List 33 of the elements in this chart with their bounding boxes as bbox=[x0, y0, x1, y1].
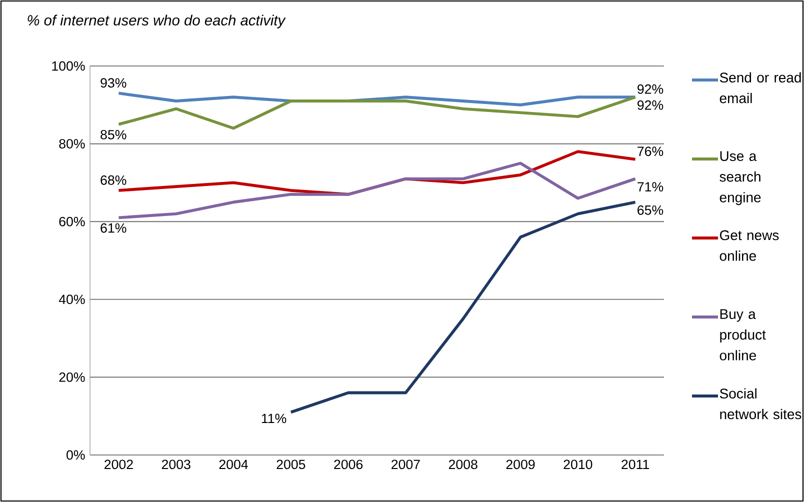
legend-label: Use a search engine bbox=[720, 151, 761, 206]
data-label: 76% bbox=[638, 146, 664, 156]
x-tick-label: 2003 bbox=[162, 460, 190, 470]
y-tick-label: 40% bbox=[58, 294, 85, 304]
y-tick-label: 100% bbox=[52, 61, 85, 71]
legend-label: Social network sites bbox=[720, 388, 802, 420]
y-tick-label: 60% bbox=[59, 216, 85, 226]
x-tick-label: 2011 bbox=[622, 460, 649, 470]
y-tick-label: 80% bbox=[59, 139, 85, 149]
data-label: 61% bbox=[100, 223, 126, 233]
legend-label: Get news online bbox=[720, 230, 779, 261]
data-label: 93% bbox=[100, 78, 126, 88]
data-label: 65% bbox=[638, 205, 664, 215]
x-tick-label: 2006 bbox=[334, 460, 363, 470]
x-tick-label: 2005 bbox=[276, 460, 306, 470]
x-tick-label: 2004 bbox=[219, 460, 248, 470]
legend-label: Send or read email bbox=[720, 72, 801, 104]
x-tick-label: 2008 bbox=[448, 460, 478, 470]
x-tick-label: 2010 bbox=[564, 460, 592, 470]
chart-title: % of internet users who do each activity bbox=[28, 14, 286, 28]
data-label: 11% bbox=[262, 414, 286, 424]
data-label: 68% bbox=[100, 175, 126, 185]
data-label: 85% bbox=[100, 130, 126, 140]
data-label: 92% bbox=[638, 84, 664, 94]
y-tick-label: 0% bbox=[66, 450, 85, 460]
x-tick-label: 2007 bbox=[392, 460, 420, 470]
x-tick-label: 2002 bbox=[104, 460, 133, 470]
data-label: 92% bbox=[638, 100, 664, 110]
line-series bbox=[289, 200, 637, 414]
data-label: 71% bbox=[638, 182, 664, 192]
x-tick-label: 2009 bbox=[506, 460, 535, 470]
y-tick-label: 20% bbox=[59, 372, 85, 382]
legend-label: Buy a product online bbox=[720, 309, 766, 360]
